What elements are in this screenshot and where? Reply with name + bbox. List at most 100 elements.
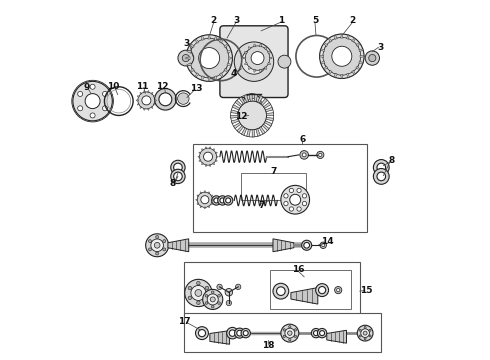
Polygon shape	[352, 38, 355, 42]
Circle shape	[201, 196, 209, 204]
Polygon shape	[140, 106, 142, 108]
Polygon shape	[216, 156, 218, 157]
Polygon shape	[198, 156, 200, 157]
Polygon shape	[352, 70, 355, 75]
Circle shape	[205, 294, 208, 297]
Polygon shape	[320, 49, 325, 52]
Polygon shape	[259, 127, 265, 134]
Polygon shape	[327, 330, 346, 343]
Circle shape	[361, 329, 369, 337]
Circle shape	[332, 46, 352, 66]
Circle shape	[245, 46, 270, 70]
Circle shape	[322, 244, 325, 247]
Text: 16: 16	[292, 265, 304, 274]
Circle shape	[90, 84, 95, 89]
Circle shape	[339, 37, 344, 43]
Polygon shape	[153, 96, 155, 98]
Circle shape	[138, 92, 155, 109]
Polygon shape	[244, 95, 248, 102]
Circle shape	[148, 248, 151, 251]
Polygon shape	[319, 55, 323, 58]
Polygon shape	[214, 36, 217, 40]
Circle shape	[237, 330, 243, 336]
Circle shape	[283, 335, 285, 338]
Circle shape	[373, 168, 389, 184]
Circle shape	[218, 294, 220, 297]
Polygon shape	[266, 107, 273, 112]
Polygon shape	[153, 103, 155, 105]
Polygon shape	[258, 95, 263, 103]
Text: 9: 9	[83, 83, 90, 92]
Circle shape	[314, 330, 318, 336]
Circle shape	[377, 163, 386, 172]
Polygon shape	[254, 94, 258, 102]
Circle shape	[192, 46, 197, 52]
Polygon shape	[211, 195, 213, 197]
Circle shape	[203, 289, 223, 310]
Text: 11: 11	[136, 82, 148, 91]
Text: 17: 17	[178, 317, 190, 326]
Circle shape	[251, 51, 264, 64]
Polygon shape	[208, 206, 210, 208]
Polygon shape	[242, 128, 246, 135]
Circle shape	[281, 324, 299, 342]
Polygon shape	[154, 100, 156, 101]
Circle shape	[196, 327, 208, 339]
Polygon shape	[267, 113, 274, 116]
Circle shape	[318, 328, 327, 338]
Circle shape	[211, 305, 214, 308]
Polygon shape	[196, 199, 197, 201]
Polygon shape	[201, 149, 203, 151]
Polygon shape	[213, 149, 215, 151]
Polygon shape	[243, 57, 246, 59]
Circle shape	[335, 287, 342, 294]
Polygon shape	[227, 63, 231, 66]
Polygon shape	[261, 98, 268, 105]
Bar	[242, 173, 306, 200]
Polygon shape	[235, 100, 242, 107]
Polygon shape	[195, 73, 199, 77]
Circle shape	[238, 101, 267, 130]
Circle shape	[223, 196, 233, 205]
Polygon shape	[199, 152, 201, 154]
Polygon shape	[246, 129, 250, 137]
Bar	[193, 144, 367, 232]
Circle shape	[173, 172, 182, 181]
Circle shape	[102, 91, 107, 96]
Circle shape	[225, 288, 233, 296]
Circle shape	[236, 284, 241, 289]
Circle shape	[229, 330, 236, 336]
Polygon shape	[209, 147, 211, 149]
Text: 10: 10	[107, 82, 120, 91]
Circle shape	[186, 35, 232, 81]
Polygon shape	[201, 163, 203, 165]
Polygon shape	[252, 130, 255, 137]
Circle shape	[377, 172, 386, 181]
Polygon shape	[224, 44, 228, 48]
Polygon shape	[227, 50, 231, 53]
Circle shape	[206, 38, 212, 44]
Circle shape	[337, 288, 340, 292]
Polygon shape	[197, 195, 199, 197]
Circle shape	[159, 93, 172, 106]
Polygon shape	[328, 70, 332, 75]
Circle shape	[304, 242, 310, 248]
Circle shape	[212, 196, 221, 205]
Circle shape	[77, 106, 83, 111]
Polygon shape	[323, 43, 328, 46]
Circle shape	[205, 286, 209, 290]
Circle shape	[178, 50, 194, 66]
Circle shape	[320, 242, 326, 248]
Circle shape	[325, 45, 331, 51]
Circle shape	[171, 169, 185, 184]
Circle shape	[243, 94, 261, 112]
Circle shape	[273, 283, 289, 299]
Circle shape	[217, 55, 230, 68]
Circle shape	[221, 46, 227, 52]
Circle shape	[203, 152, 213, 161]
Polygon shape	[341, 75, 343, 78]
Circle shape	[205, 296, 209, 300]
Circle shape	[227, 327, 238, 339]
Circle shape	[225, 198, 231, 203]
Polygon shape	[200, 206, 202, 208]
